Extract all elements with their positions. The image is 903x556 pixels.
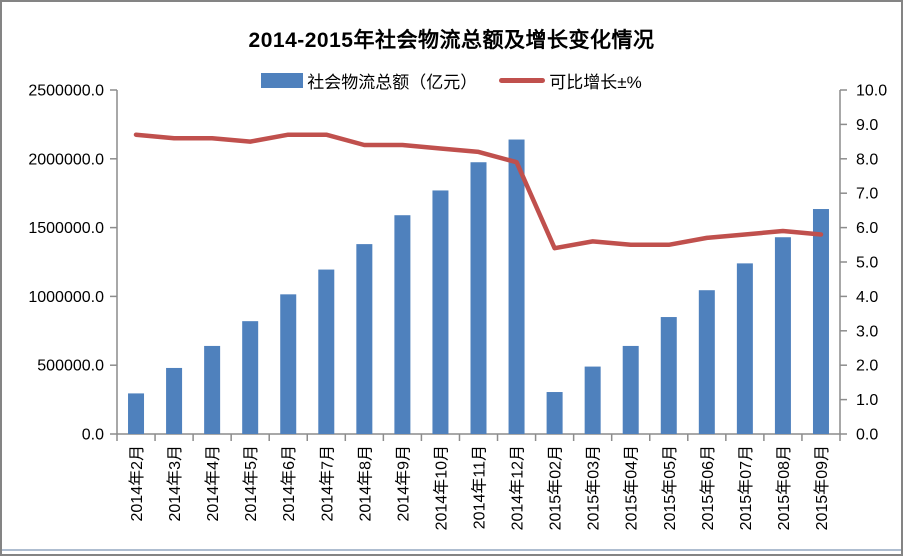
bar-2014年9月	[394, 215, 411, 434]
legend-item-bar-series: 社会物流总额（亿元）	[261, 68, 477, 93]
bar-2014年11月	[470, 162, 487, 435]
bar-2014年8月	[356, 244, 373, 434]
bar-2015年07月	[736, 263, 753, 434]
left-axis-tick-label: 500000.0	[37, 358, 104, 375]
bar-2014年10月	[432, 190, 449, 434]
bar-2015年05月	[660, 317, 677, 434]
bar-2014年5月	[242, 321, 259, 434]
right-axis-tick-label: 6.0	[856, 220, 878, 237]
right-axis-tick-label: 5.0	[856, 255, 878, 272]
category-label: 2015年04月	[623, 445, 641, 530]
left-axis-tick-label: 2500000.0	[28, 83, 104, 100]
right-axis-tick-label: 2.0	[856, 358, 878, 375]
category-label: 2015年03月	[585, 445, 603, 530]
bar-2014年4月	[204, 345, 221, 434]
bar-2014年12月	[508, 139, 525, 434]
line-series-label: 可比增长±%	[549, 73, 642, 92]
chart-title: 2014-2015年社会物流总额及增长变化情况	[248, 29, 655, 52]
right-axis-tick-label: 10.0	[856, 83, 887, 100]
bar-series	[128, 139, 829, 435]
category-label: 2015年09月	[813, 445, 831, 530]
bar-2015年08月	[774, 237, 791, 434]
bar-2015年02月	[546, 392, 563, 434]
category-label: 2015年05月	[661, 445, 679, 530]
category-label: 2014年6月	[280, 445, 298, 522]
bar-2014年7月	[318, 269, 335, 434]
right-axis-ticks: 0.0 1.0 2.0 3.0 4.0 5.0 6.0 7.0 8.0 9.0 10.0	[840, 83, 887, 444]
category-label: 2014年10月	[432, 445, 450, 530]
legend: 社会物流总额（亿元） 可比增长±%	[2, 68, 901, 93]
bottom-axis-ticks	[116, 434, 841, 441]
right-axis-tick-label: 4.0	[856, 289, 878, 306]
right-axis-tick-label: 3.0	[856, 323, 878, 340]
category-label: 2014年3月	[166, 445, 184, 522]
bar-2015年09月	[812, 209, 829, 434]
right-axis-tick-label: 1.0	[856, 392, 878, 409]
right-axis-tick-label: 8.0	[856, 151, 878, 168]
bar-2014年2月	[128, 393, 145, 434]
right-axis-tick-label: 0.0	[856, 427, 878, 444]
category-label: 2015年07月	[737, 445, 755, 530]
category-label: 2015年06月	[699, 445, 717, 530]
bar-2015年04月	[622, 345, 639, 434]
category-label: 2014年5月	[242, 445, 260, 522]
category-label: 2014年12月	[509, 445, 527, 530]
category-labels: 2014年2月 2014年3月 2014年4月 2014年5月 2014年6月 2014年…	[128, 445, 831, 530]
line-series-swatch-icon	[499, 78, 546, 83]
legend-item-line-series: 可比增长±%	[499, 68, 642, 93]
category-label: 2015年08月	[775, 445, 793, 530]
bar-2015年06月	[698, 290, 715, 434]
growth-line	[133, 132, 824, 251]
right-axis-tick-label: 9.0	[856, 117, 878, 134]
left-axis-tick-label: 0.0	[82, 427, 104, 444]
category-label: 2014年8月	[356, 445, 374, 522]
right-axis-tick-label: 7.0	[856, 186, 878, 203]
left-axis-ticks: 0.0 500000.0 1000000.0 1500000.0 2000000.0 25…	[28, 83, 117, 444]
category-label: 2014年11月	[471, 445, 489, 529]
left-axis-tick-label: 1500000.0	[28, 220, 104, 237]
bar-series-swatch-icon	[261, 73, 304, 88]
category-label: 2014年4月	[204, 445, 222, 522]
bar-series-label: 社会物流总额（亿元）	[307, 73, 478, 92]
bar-2014年6月	[280, 294, 297, 434]
left-axis-tick-label: 2000000.0	[28, 151, 104, 168]
category-label: 2014年9月	[394, 445, 412, 522]
category-label: 2014年7月	[318, 445, 336, 522]
bottom-accent-line	[2, 549, 901, 551]
category-label: 2015年02月	[547, 445, 565, 530]
bar-2015年03月	[584, 366, 601, 434]
left-axis-tick-label: 1000000.0	[28, 289, 104, 306]
category-label: 2014年2月	[128, 445, 146, 522]
bar-2014年3月	[166, 367, 183, 434]
